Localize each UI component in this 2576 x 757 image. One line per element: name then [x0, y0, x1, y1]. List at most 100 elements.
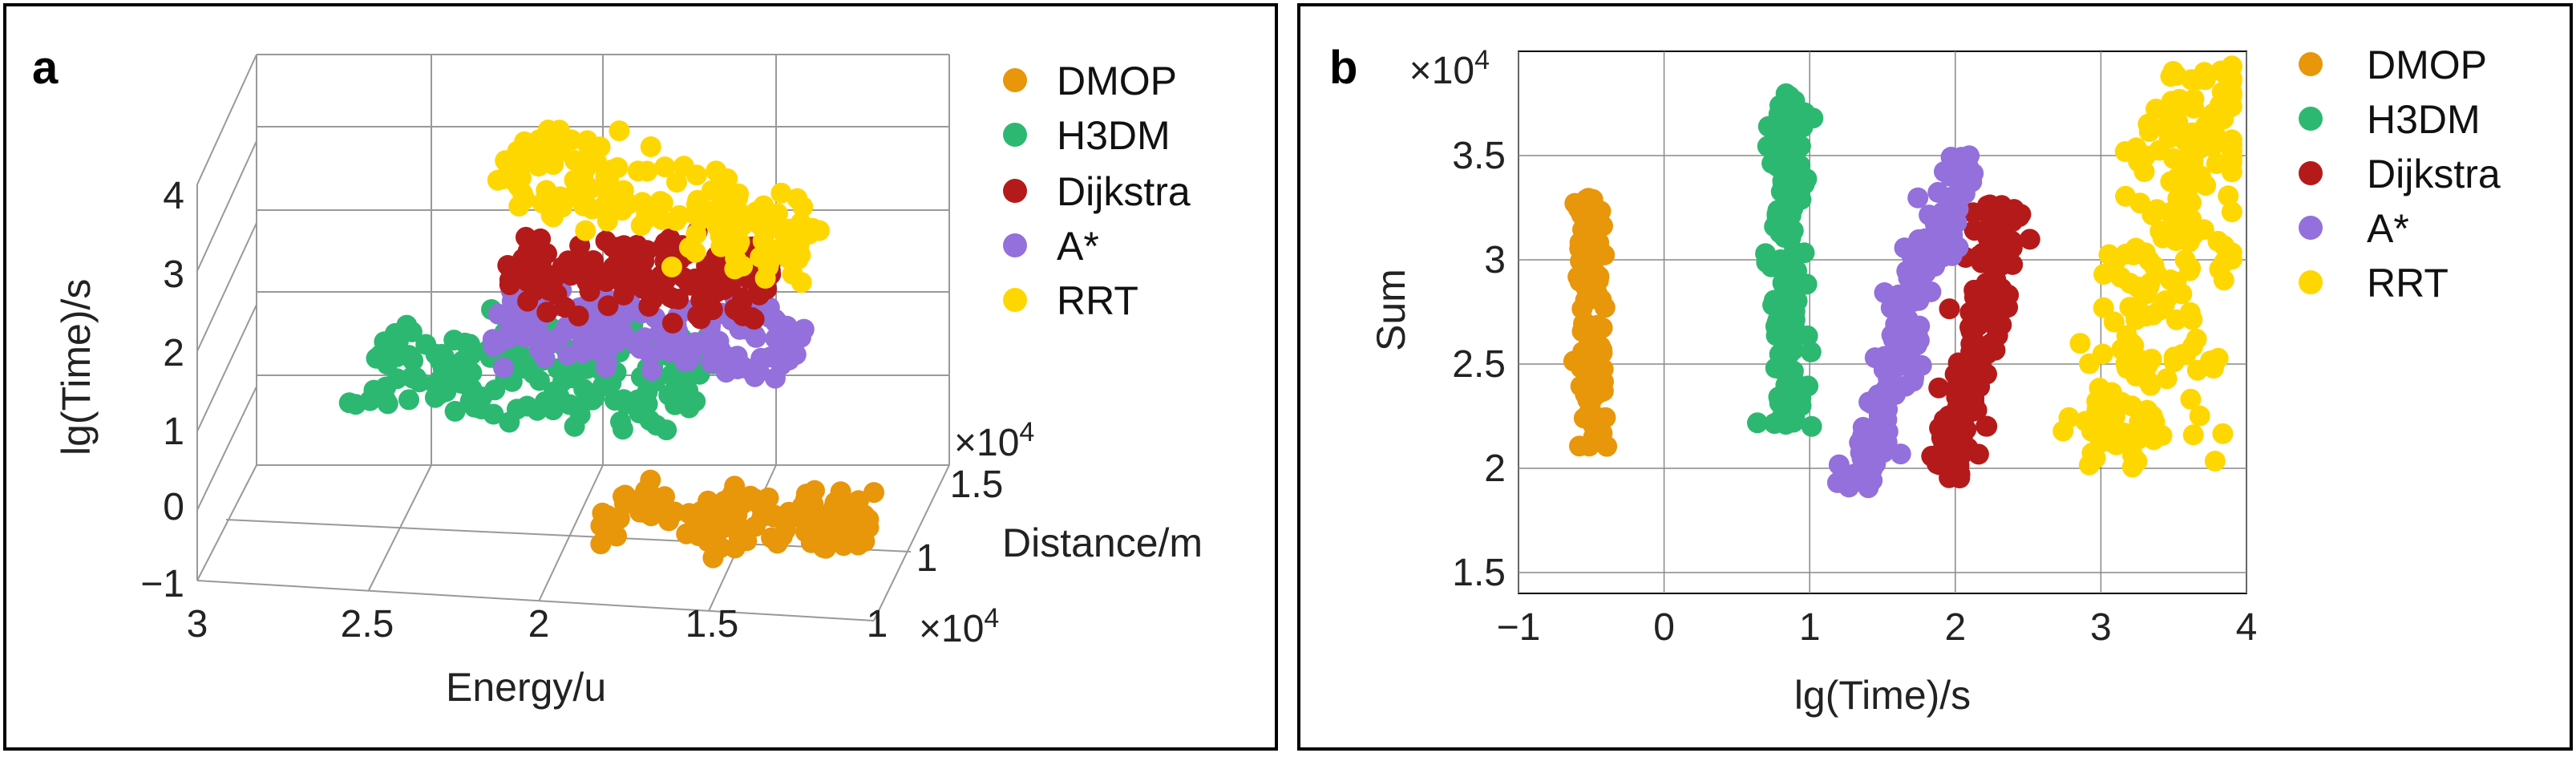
point-rrt — [2221, 201, 2242, 223]
point-dijkstra — [732, 305, 754, 326]
point-dmop — [678, 503, 700, 524]
point-astar — [1854, 423, 1874, 445]
point-dijkstra — [2010, 204, 2032, 225]
point-dijkstra — [1951, 429, 1973, 450]
point-h3dm — [386, 346, 408, 367]
point-dijkstra — [1949, 382, 1971, 403]
grid-line — [196, 386, 257, 511]
point-rrt — [685, 204, 707, 226]
point-rrt — [787, 188, 808, 209]
y-tick: 3 — [1484, 239, 1506, 281]
point-rrt — [2088, 406, 2109, 427]
point-astar — [595, 357, 617, 378]
point-dmop — [1574, 378, 1595, 399]
point-h3dm — [384, 322, 406, 344]
point-dijkstra — [1970, 313, 1992, 334]
point-astar — [584, 317, 606, 338]
legend-label-astar: A* — [2367, 206, 2409, 251]
mult-base: ×10 — [1409, 50, 1474, 92]
point-rrt — [492, 168, 514, 189]
point-astar — [659, 339, 681, 361]
point-rrt — [2204, 451, 2226, 472]
point-rrt — [589, 136, 611, 158]
point-dmop — [854, 531, 876, 553]
point-rrt — [2207, 347, 2229, 369]
point-dmop — [1587, 269, 1609, 291]
point-dmop — [1591, 423, 1613, 444]
point-h3dm — [460, 344, 482, 366]
y-ticks-b: 1.5 2 2.5 3 3.5 — [1452, 135, 1506, 594]
grid-line — [196, 222, 257, 352]
point-rrt — [727, 234, 749, 256]
point-astar — [641, 360, 662, 382]
point-astar — [1919, 204, 1940, 226]
chart-b-svg: b ×104 1.5 2 2.5 3 3.5 −1 0 1 2 3 4 Sum … — [1329, 42, 2501, 718]
point-dmop — [847, 507, 869, 528]
x-tick: 2 — [528, 603, 550, 646]
y-tick: 2.5 — [1452, 343, 1506, 386]
point-astar — [634, 327, 656, 349]
y-axis-label: Distance/m — [1002, 520, 1203, 565]
point-h3dm — [1790, 188, 1812, 210]
point-dijkstra — [1939, 298, 1960, 320]
point-dmop — [1591, 317, 1613, 338]
point-dmop — [744, 516, 766, 537]
point-dijkstra — [1988, 235, 2010, 257]
point-h3dm — [527, 399, 548, 421]
legend-label-h3dm: H3DM — [1057, 113, 1171, 158]
point-rrt — [2153, 294, 2175, 316]
point-dmop — [847, 490, 869, 512]
point-h3dm — [1782, 378, 1804, 400]
point-dijkstra — [636, 240, 657, 261]
point-astar — [770, 354, 792, 375]
point-dmop — [1594, 297, 1616, 318]
point-h3dm — [637, 393, 658, 415]
point-rrt — [770, 182, 792, 204]
point-rrt — [2081, 442, 2103, 464]
point-rrt — [2188, 138, 2210, 160]
point-astar — [1887, 307, 1909, 329]
point-rrt — [665, 210, 687, 231]
point-dijkstra — [643, 283, 665, 305]
point-rrt — [572, 195, 594, 217]
legend-marker-rrt — [1003, 288, 1027, 312]
point-rrt — [788, 234, 810, 255]
point-astar — [720, 350, 742, 370]
point-astar — [1963, 163, 1984, 184]
legend-marker-astar — [2299, 216, 2323, 240]
point-h3dm — [544, 387, 566, 409]
point-dijkstra — [652, 237, 673, 258]
point-rrt — [613, 180, 634, 201]
point-rrt — [2184, 164, 2206, 186]
point-dmop — [1581, 191, 1603, 213]
x-tick: 3 — [187, 603, 208, 646]
legend-label-dmop: DMOP — [2367, 43, 2487, 87]
point-rrt — [635, 208, 657, 229]
point-rrt — [2093, 297, 2114, 318]
y-tick: 1 — [916, 537, 938, 580]
point-h3dm — [459, 391, 481, 412]
point-dijkstra — [1947, 352, 1969, 374]
point-dijkstra — [633, 266, 655, 288]
point-rrt — [2121, 333, 2143, 354]
point-h3dm — [424, 374, 446, 395]
mult-exp: 4 — [1019, 417, 1034, 447]
point-rrt — [609, 120, 630, 142]
point-rrt — [2207, 230, 2229, 252]
point-h3dm — [612, 419, 633, 440]
point-astar — [748, 361, 770, 383]
z-tick: −1 — [140, 563, 184, 605]
point-astar — [1890, 443, 1911, 465]
point-rrt — [746, 201, 766, 223]
point-rrt — [640, 136, 661, 157]
point-dijkstra — [613, 284, 634, 306]
point-rrt — [2149, 140, 2170, 161]
point-h3dm — [1797, 325, 1818, 346]
y-tick: 2 — [1484, 447, 1506, 490]
legend-marker-rrt — [2299, 270, 2323, 294]
point-h3dm — [1800, 341, 1822, 362]
legend-label-dijkstra: Dijkstra — [1057, 169, 1191, 214]
point-rrt — [507, 140, 528, 162]
point-astar — [596, 340, 618, 362]
point-rrt — [522, 152, 544, 173]
